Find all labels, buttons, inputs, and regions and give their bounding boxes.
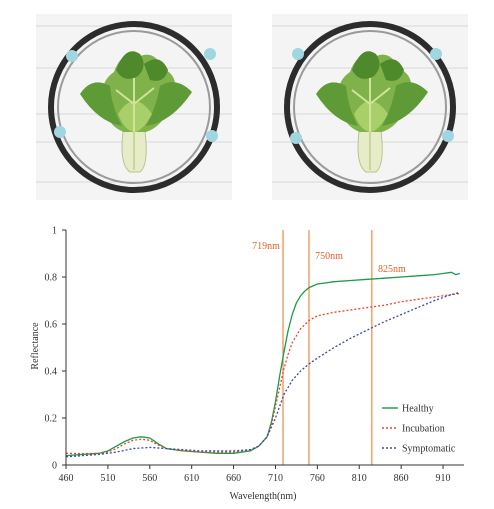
x-tick-label: 710 <box>268 473 283 484</box>
healthy-series-line <box>65 271 460 457</box>
healthy-lettuce-photo <box>36 14 232 200</box>
x-tick-label: 660 <box>226 473 241 484</box>
y-tick-label: 0.4 <box>45 367 58 378</box>
x-tick-label: 760 <box>310 473 325 484</box>
series-lines <box>65 271 460 458</box>
y-axis-label: Reflectance <box>30 322 41 370</box>
x-tick-label: 460 <box>59 473 74 484</box>
x-tick-label: 610 <box>184 473 199 484</box>
legend-label: Incubation <box>402 424 445 435</box>
y-tick-label: 0.8 <box>45 273 58 284</box>
x-tick-label: 860 <box>394 473 409 484</box>
x-tick-label: 810 <box>352 473 367 484</box>
legend-label: Healthy <box>402 404 434 415</box>
lettuce-in-ring-fixture-photo-icon <box>272 14 468 200</box>
marker-label: 825nm <box>378 264 406 275</box>
incubation-series-line <box>65 292 460 455</box>
marker-label: 750nm <box>315 251 343 262</box>
x-tick-label: 510 <box>100 473 115 484</box>
lettuce-in-ring-fixture-photo-icon <box>36 14 232 200</box>
wavelength-markers: 719nm 750nm 825nm <box>252 230 406 465</box>
reflectance-chart-svg: 719nm 750nm 825nm 0 0.2 0.4 0.6 0.8 1 460 510 560 6… <box>30 226 464 502</box>
y-tick-label: 0 <box>52 461 57 472</box>
x-axis-label: Wavelength(nm) <box>230 491 297 502</box>
x-tick-label: 560 <box>142 473 157 484</box>
marker-label: 719nm <box>252 241 280 252</box>
y-tick-label: 0.2 <box>45 414 58 425</box>
infected-lettuce-photo <box>272 14 468 200</box>
legend-label: Symptomatic <box>402 444 456 455</box>
x-tick-label: 910 <box>436 473 451 484</box>
symptomatic-series-line <box>65 291 460 458</box>
reflectance-chart: 719nm 750nm 825nm 0 0.2 0.4 0.6 0.8 1 460 510 560 6… <box>0 218 494 504</box>
y-tick-label: 0.6 <box>45 320 58 331</box>
chart-legend: Healthy Incubation Symptomatic <box>382 404 456 455</box>
y-tick-label: 1 <box>52 226 57 237</box>
axes: 0 0.2 0.4 0.6 0.8 1 460 510 560 610 660 710 760 810 86… <box>45 226 464 484</box>
